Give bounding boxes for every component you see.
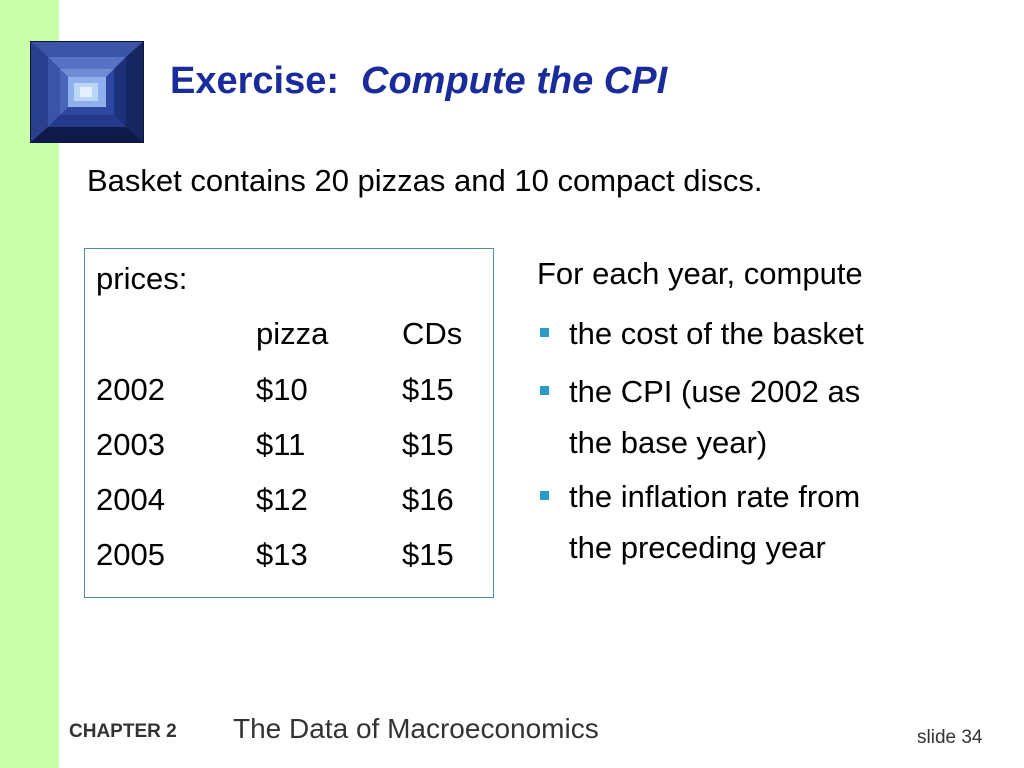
pizza-price-cell: $13 [256, 537, 308, 572]
footer-chapter-label: CHAPTER 2 [69, 721, 177, 742]
price-table-caption: prices: [96, 261, 188, 296]
basket-description: Basket contains 20 pizzas and 10 compact… [87, 163, 763, 198]
stairwell-logo-image [30, 41, 144, 143]
title-lead: Exercise: [170, 60, 340, 102]
task-text: the inflation rate from the preceding yea… [569, 479, 861, 565]
cd-price-cell: $16 [402, 482, 454, 517]
year-cell: 2003 [96, 427, 165, 462]
task-text: the cost of the basket [569, 316, 864, 351]
square-bullet-icon [540, 491, 549, 500]
cd-price-cell: $15 [402, 372, 454, 407]
year-cell: 2002 [96, 372, 165, 407]
column-header-pizza: pizza [256, 316, 329, 351]
cd-price-cell: $15 [402, 427, 454, 462]
task-list: For each year, compute the cost of the b… [537, 256, 977, 565]
footer-subject-title: The Data of Macroeconomics [233, 713, 599, 744]
pizza-price-cell: $12 [256, 482, 308, 517]
year-cell: 2004 [96, 482, 165, 517]
title-emphasis: Compute the CPI [361, 60, 668, 102]
task-list-lead: For each year, compute [537, 256, 863, 291]
square-bullet-icon [540, 328, 549, 337]
column-header-cds: CDs [402, 316, 463, 351]
price-table: prices: pizza CDs 2002 $10 $15 2003 $11 … [84, 248, 494, 598]
cd-price-cell: $15 [402, 537, 454, 572]
slide-title: Exercise: Compute the CPI [170, 60, 667, 103]
task-text: the CPI (use 2002 as the base year) [569, 374, 861, 460]
pizza-price-cell: $10 [256, 372, 308, 407]
square-bullet-icon [540, 386, 549, 395]
year-cell: 2005 [96, 537, 165, 572]
pizza-price-cell: $11 [256, 427, 306, 462]
slide-number: slide 34 [917, 727, 983, 748]
